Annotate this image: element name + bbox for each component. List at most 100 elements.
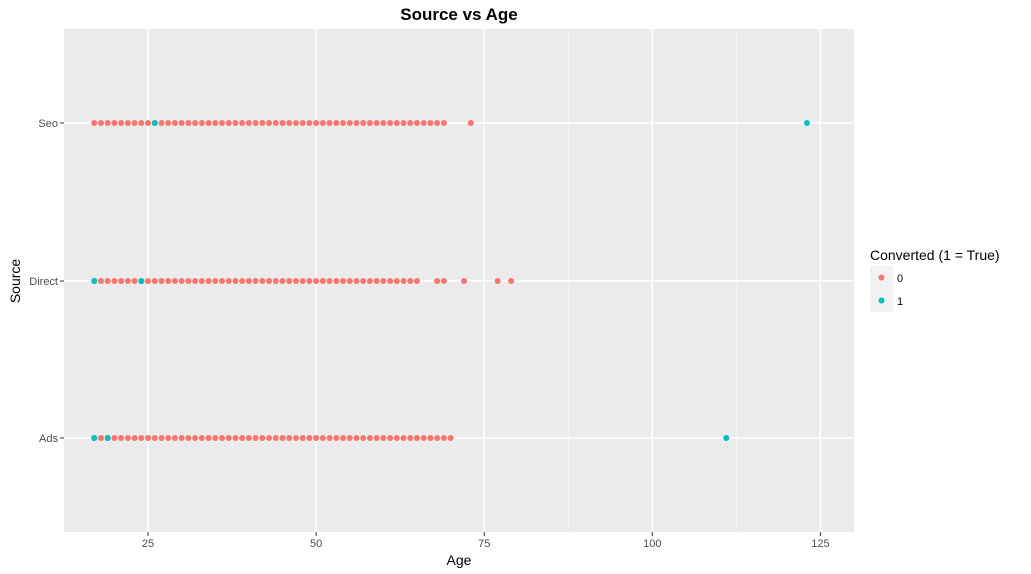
point-0-direct [360,278,367,284]
point-0-seo [239,120,246,126]
point-0-direct [373,278,380,284]
point-0-ads [440,435,447,441]
point-0-seo [185,120,192,126]
legend-key-0-swatch [878,274,885,281]
point-0-ads [219,435,225,441]
legend: Converted (1 = True) 0 1 [870,247,1000,312]
point-0-ads [97,435,104,441]
point-0-seo [279,120,286,126]
point-0-direct [266,278,273,284]
point-0-seo [245,120,252,126]
point-0-ads [427,435,434,441]
point-0-direct [185,278,192,284]
y-tick-label: Seo [38,118,58,130]
point-0-ads [185,435,192,441]
point-0-direct [326,278,333,284]
point-0-direct [461,278,468,284]
x-tick-label: 100 [643,538,661,550]
point-0-seo [131,120,138,126]
point-0-direct [292,278,299,284]
point-0-direct [219,278,225,284]
point-0-direct [232,278,239,284]
point-0-ads [346,435,353,441]
point-0-direct [508,278,515,284]
point-1-ads [104,435,111,441]
y-axis-title: Source [7,259,23,304]
point-1-ads [723,435,730,441]
point-0-direct [145,278,152,284]
point-0-seo [380,120,387,126]
point-0-ads [292,435,299,441]
point-0-seo [340,120,347,126]
point-0-seo [272,120,279,126]
point-0-direct [434,278,441,284]
point-0-direct [165,278,172,284]
point-0-seo [306,120,313,126]
point-0-direct [279,278,286,284]
point-0-direct [407,278,414,284]
legend-key-1-swatch [878,297,885,304]
point-0-ads [447,435,454,441]
point-1-direct [91,278,98,284]
point-0-direct [252,278,259,284]
point-0-seo [219,120,225,126]
point-0-direct [299,278,306,284]
point-0-seo [178,120,185,126]
point-0-direct [151,278,158,284]
point-0-seo [427,120,434,126]
point-0-seo [299,120,306,126]
point-0-seo [319,120,326,126]
point-0-seo [205,120,212,126]
point-0-seo [393,120,400,126]
x-tick-label: 125 [811,538,829,550]
point-0-ads [212,435,219,441]
point-0-seo [192,120,199,126]
point-0-ads [118,435,125,441]
x-tick-label: 25 [142,538,154,550]
point-0-seo [124,120,131,126]
point-0-direct [104,278,111,284]
point-0-ads [178,435,185,441]
point-0-ads [131,435,138,441]
point-0-direct [259,278,266,284]
point-0-seo [91,120,98,126]
point-0-direct [131,278,138,284]
point-0-ads [239,435,246,441]
point-0-ads [340,435,347,441]
point-0-direct [198,278,205,284]
point-0-ads [158,435,165,441]
point-0-ads [252,435,259,441]
point-0-direct [353,278,360,284]
point-0-seo [198,120,205,126]
point-0-seo [158,120,165,126]
point-0-ads [232,435,239,441]
point-0-ads [138,435,145,441]
point-0-seo [420,120,427,126]
point-0-seo [111,120,118,126]
y-tick-label: Direct [29,276,58,288]
point-0-ads [266,435,273,441]
point-0-seo [400,120,407,126]
point-1-seo [151,120,158,126]
point-0-seo [333,120,340,126]
point-0-direct [346,278,353,284]
point-0-ads [353,435,360,441]
point-0-ads [272,435,279,441]
point-0-seo [104,120,111,126]
point-0-direct [393,278,400,284]
point-0-ads [360,435,367,441]
point-0-ads [326,435,333,441]
point-0-seo [286,120,293,126]
point-0-direct [239,278,246,284]
point-0-ads [407,435,414,441]
point-0-direct [205,278,212,284]
point-0-seo [434,120,441,126]
point-0-seo [252,120,259,126]
point-0-direct [178,278,185,284]
point-0-direct [245,278,252,284]
point-0-seo [313,120,320,126]
point-0-direct [313,278,320,284]
point-0-seo [225,120,232,126]
point-0-seo [97,120,104,126]
